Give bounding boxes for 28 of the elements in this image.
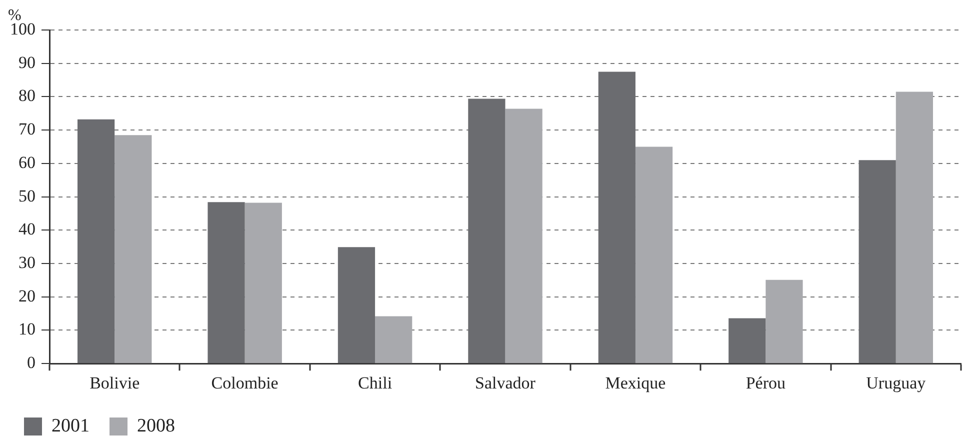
y-tick-label: 30 [18,252,36,272]
y-tick-label: 90 [18,52,36,72]
bar [766,280,803,364]
legend-label: 2008 [137,415,175,436]
y-tick-label: 0 [27,353,36,372]
bar [635,146,673,364]
bar [505,108,542,364]
x-tick-label: Salvador [475,373,536,392]
y-tick-label: 80 [18,86,36,106]
bar [338,247,376,364]
x-tick-label: Colombie [211,373,278,392]
bar [728,318,766,364]
y-tick-label: 60 [18,152,36,172]
x-tick-label: Pérou [746,373,786,392]
x-tick-label: Uruguay [866,373,926,392]
y-tick-label: 20 [18,286,36,306]
bar [896,92,934,364]
y-tick-label: 50 [18,186,36,206]
x-tick-label: Bolivie [90,373,140,392]
x-tick-label: Chili [358,373,392,392]
legend-label: 2001 [52,415,90,436]
x-tick-label: Mexique [605,373,666,392]
y-tick-label: 40 [18,220,36,239]
bar [375,316,412,364]
bar [114,135,152,364]
y-tick-label: 10 [18,320,36,339]
bar [244,202,282,364]
y-tick-label: 70 [18,120,36,139]
